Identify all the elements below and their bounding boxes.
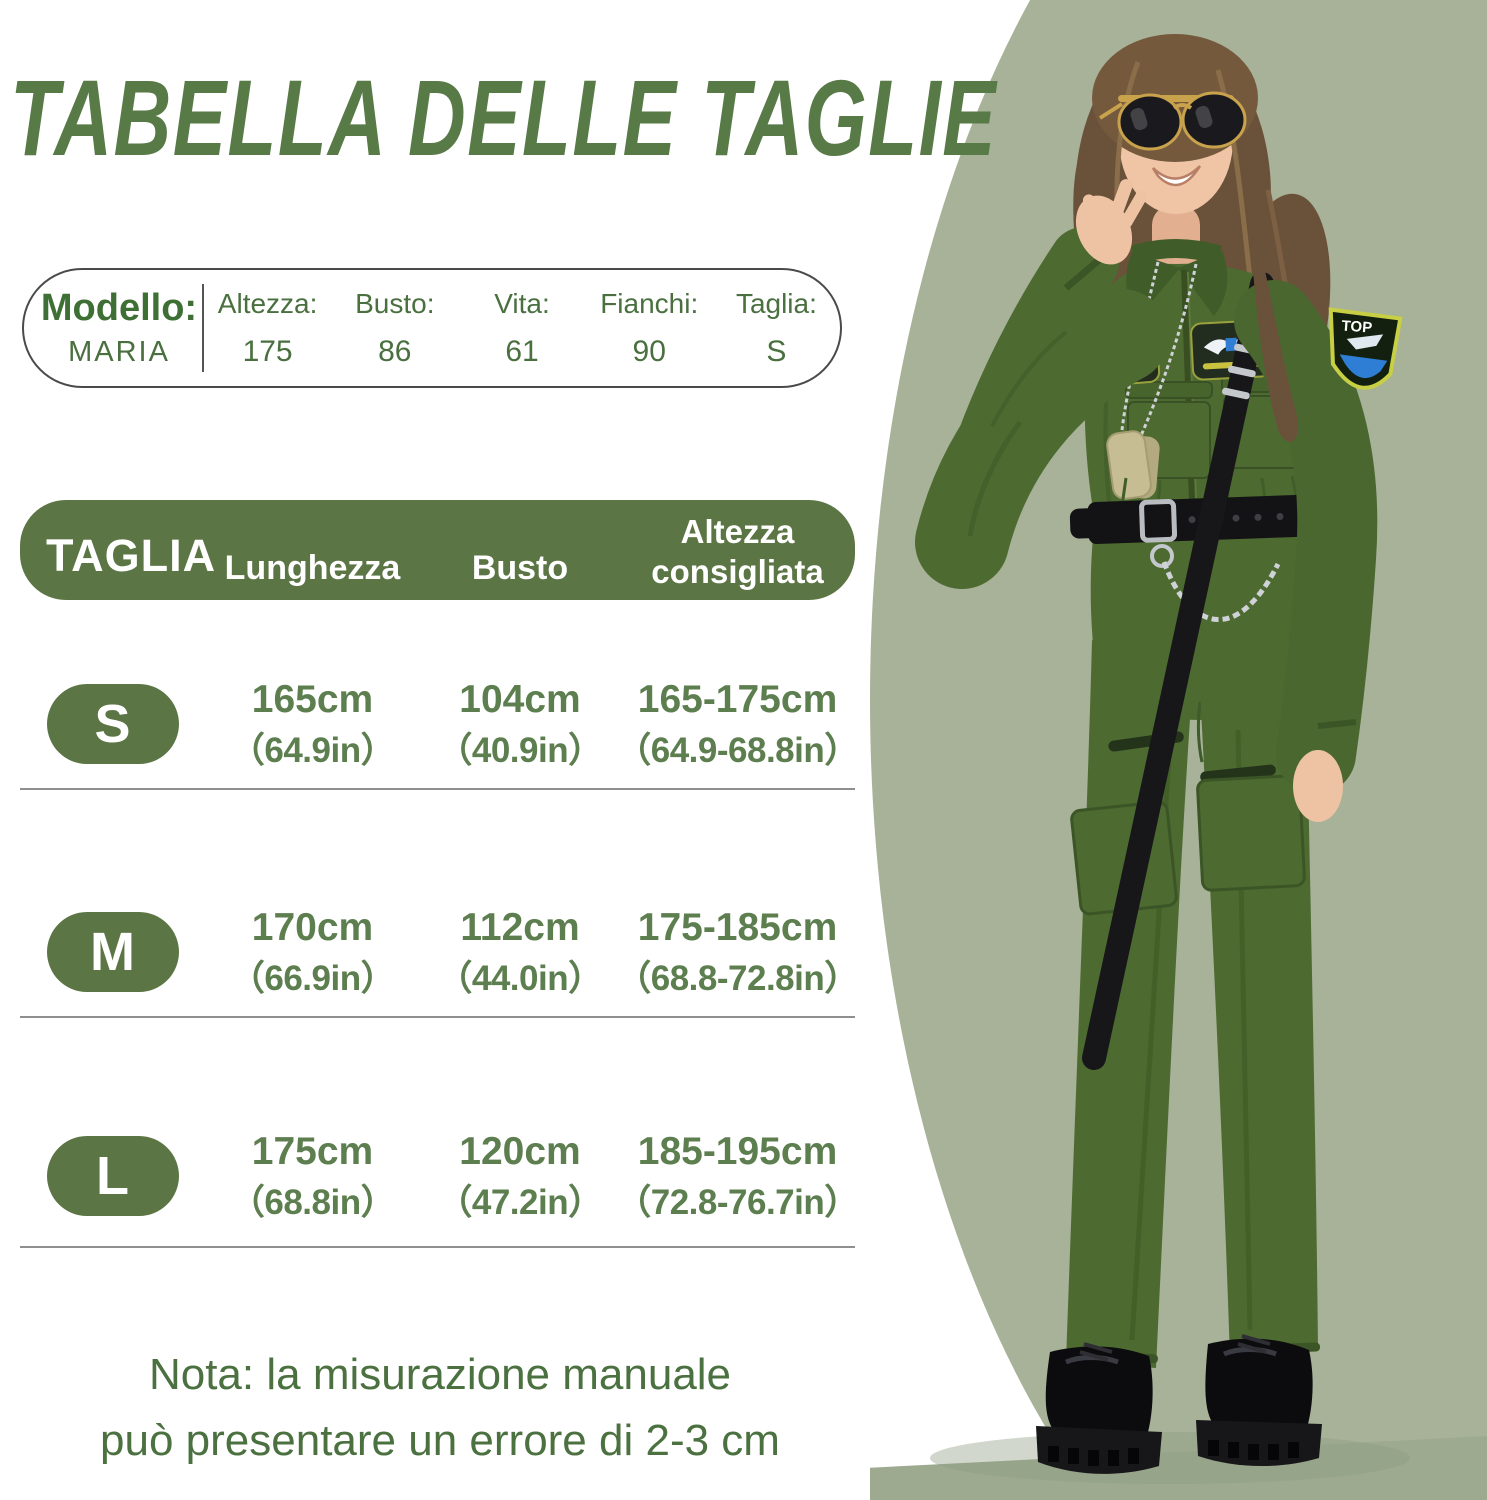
value-cm: 120cm [459, 1130, 581, 1174]
cell-lunghezza: 175cm （68.8in） [205, 1120, 420, 1232]
model-info-cell: Modello: MARIA [24, 287, 202, 369]
model-field-vita: Vita: 61 [458, 288, 585, 369]
value-in: （40.9in） [437, 730, 603, 770]
model-field-altezza: Altezza: 175 [204, 288, 331, 369]
studio-floor [870, 1432, 1487, 1500]
value-cm: 170cm [251, 906, 374, 950]
header-col-altezza-consigliata: Altezza consigliata [651, 512, 824, 590]
dog-tag [1106, 261, 1198, 500]
cell-lunghezza: 165cm （64.9in） [205, 668, 420, 780]
boots [1036, 1334, 1322, 1474]
value-in: （64.9-68.8in） [616, 730, 859, 770]
row-divider [20, 1246, 855, 1248]
size-badge-m: M [46, 912, 179, 992]
field-value: 61 [505, 334, 539, 368]
header-col-busto: Busto [471, 549, 569, 587]
model-info-card: Modello: MARIA Altezza: 175 Busto: 86 Vi… [22, 268, 842, 388]
size-row-s: S 165cm （64.9in） 104cm （40.9in） 165-175c… [20, 668, 859, 780]
field-value: 175 [242, 334, 293, 368]
cell-altezza: 185-195cm （72.8-76.7in） [616, 1120, 859, 1232]
model-info-label: Modello: [40, 287, 198, 329]
value-in: （47.2in） [437, 1182, 603, 1222]
field-label: Taglia: [735, 287, 817, 319]
value-cm: 104cm [459, 678, 581, 722]
page-title: TABELLA DELLE TAGLIE [10, 57, 998, 178]
value-in: （68.8-72.8in） [616, 958, 859, 998]
cell-busto: 120cm （47.2in） [420, 1120, 620, 1232]
cell-busto: 112cm （44.0in） [420, 896, 620, 1008]
field-label: Altezza: [217, 287, 318, 319]
note-line-1: Nota: la misurazione manuale [148, 1350, 732, 1399]
value-cm: 175-185cm [637, 906, 838, 950]
model-field-taglia: Taglia: S [713, 288, 840, 369]
field-label: Fianchi: [600, 287, 699, 319]
header-size-label: TAGLIA [46, 530, 217, 581]
cell-lunghezza: 170cm （66.9in） [205, 896, 420, 1008]
model-info-name: MARIA [68, 336, 170, 368]
value-in: （64.9in） [229, 730, 396, 770]
arm-patch: TOP [1328, 307, 1403, 390]
size-badge-l: L [46, 1136, 179, 1216]
value-cm: 175cm [251, 1130, 374, 1174]
cargo-pockets [1070, 774, 1306, 916]
model-field-busto: Busto: 86 [331, 288, 458, 369]
row-divider [20, 1016, 855, 1018]
value-in: （72.8-76.7in） [616, 1182, 859, 1222]
arm-raised [915, 179, 1169, 589]
belt-chain [1150, 544, 1281, 623]
aviator-sunglasses [1098, 91, 1247, 151]
size-table-header: TAGLIA Lunghezza Busto Altezza consiglia… [20, 500, 855, 600]
field-value: 86 [378, 334, 412, 368]
value-in: （68.8in） [229, 1182, 396, 1222]
vertical-divider [202, 284, 204, 372]
model-field-fianchi: Fianchi: 90 [586, 288, 713, 369]
value-cm: 165cm [251, 678, 374, 722]
cell-altezza: 175-185cm （68.8-72.8in） [616, 896, 859, 1008]
size-badge-s: S [46, 684, 179, 764]
note-line-2: può presentare un errore di 2-3 cm [100, 1416, 780, 1465]
arm-down [1234, 280, 1378, 822]
model-photo: TOP [870, 34, 1487, 1500]
value-cm: 165-175cm [637, 678, 838, 722]
field-value: S [766, 334, 787, 368]
field-value: 90 [632, 334, 666, 368]
model-smile [1151, 165, 1202, 187]
size-row-l: L 175cm （68.8in） 120cm （47.2in） 185-195c… [20, 1120, 859, 1232]
cell-busto: 104cm （40.9in） [420, 668, 620, 780]
field-label: Busto: [355, 287, 435, 319]
row-divider [20, 788, 855, 790]
value-cm: 185-195cm [637, 1130, 838, 1174]
arm-patch-label: TOP [1341, 317, 1373, 336]
value-in: （44.0in） [437, 958, 603, 998]
size-row-m: M 170cm （66.9in） 112cm （44.0in） 175-185c… [20, 896, 859, 1008]
value-cm: 112cm [460, 906, 580, 950]
measurement-note: Nota: la misurazione manuale può present… [0, 1342, 880, 1474]
cell-altezza: 165-175cm （64.9-68.8in） [616, 668, 859, 780]
value-in: （66.9in） [229, 958, 396, 998]
field-label: Vita: [494, 287, 550, 319]
header-col-lunghezza: Lunghezza [224, 549, 401, 587]
